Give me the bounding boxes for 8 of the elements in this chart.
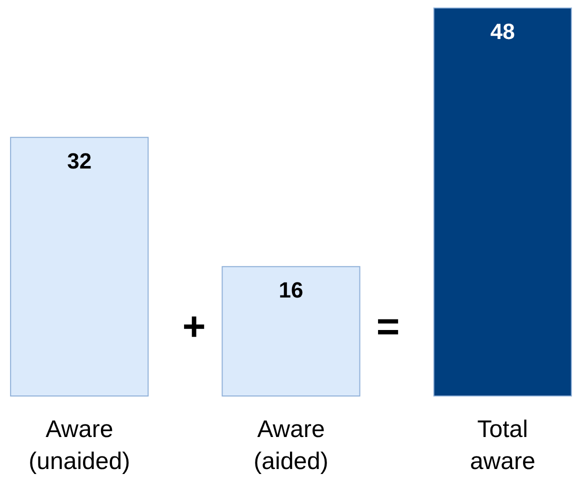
annotation: = (376, 305, 400, 349)
x-tick-label: Aware (unaided) (28, 416, 130, 475)
data-label: 48 (490, 19, 515, 44)
x-tick-label: Total aware (470, 416, 536, 475)
data-label: 16 (278, 278, 304, 303)
data-label: 32 (67, 148, 92, 174)
annotation: + (182, 305, 206, 349)
x-tick-label: Aware (aided) (254, 416, 328, 475)
